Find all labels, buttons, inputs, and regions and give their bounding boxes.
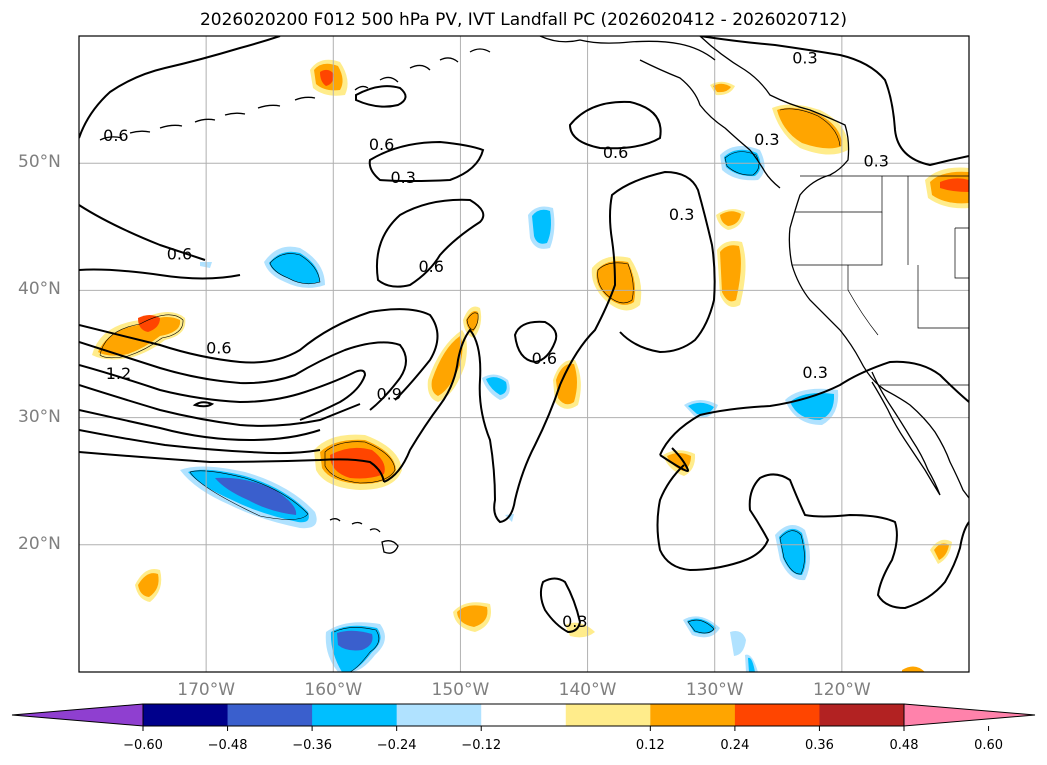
colorbar-tick-label: −0.48: [207, 738, 248, 753]
colorbar-segment: [565, 704, 651, 726]
contour-label: 0.3: [792, 49, 817, 68]
political-borders: [792, 175, 969, 386]
contour-label: 0.3: [669, 205, 694, 224]
positive-anomaly-region: [716, 209, 745, 230]
contour-label: 0.6: [206, 339, 231, 358]
map-panel: 0.6 0.6 0.3 0.6 0.3 0.3 0.3 0.3 0.6 0.6 0.6 1.2 0.6 0…: [78, 35, 970, 673]
contour-labels: 0.6 0.6 0.3 0.6 0.3 0.3 0.3 0.3 0.6 0.6 0.6 1.2 0.6 0…: [103, 49, 889, 631]
negative-anomaly-region: [264, 246, 325, 288]
contour-label: 0.6: [103, 126, 128, 145]
latitude-tick-label: 50°N: [18, 152, 61, 173]
longitude-tick-label: 140°W: [558, 680, 617, 700]
positive-anomaly-region: [135, 569, 162, 602]
positive-anomaly-region: [925, 167, 969, 209]
colorbar-tick-label: 0.36: [804, 738, 834, 753]
colorbar-segments: [11, 703, 1036, 731]
colorbar-tick-label: 0.12: [635, 738, 665, 753]
colorbar-segment: [734, 704, 820, 726]
coastlines: [99, 36, 969, 554]
colorbar-tick-label: −0.12: [461, 738, 502, 753]
contour-label: 0.3: [562, 612, 587, 631]
contour-label: 0.6: [369, 135, 394, 154]
positive-anomaly-region: [930, 539, 952, 564]
colorbar-segment: [143, 704, 229, 726]
positive-anomaly-region: [427, 330, 467, 402]
longitude-tick-label: 130°W: [685, 680, 744, 700]
colorbar-segment: [819, 704, 905, 726]
colorbar-segment: [312, 704, 398, 726]
contour-label: 0.3: [390, 168, 415, 187]
positive-anomaly-region: [453, 602, 491, 632]
colorbar-segment: [396, 704, 482, 726]
plot-frame: [78, 35, 970, 673]
negative-anomaly-region: [325, 622, 385, 672]
colorbar-segment: [481, 704, 567, 726]
colorbar-tick-label: 0.24: [720, 738, 750, 753]
colorbar-extend-max: [903, 703, 1036, 727]
colorbar-segment: [650, 704, 736, 726]
longitude-tick-label: 150°W: [431, 680, 490, 700]
contour-label: 0.6: [603, 143, 628, 162]
contour-label: 1.2: [106, 364, 131, 383]
colorbar-frame: [142, 703, 905, 727]
contour-label: 0.6: [167, 245, 192, 264]
ivt-pc-fills: [92, 59, 969, 672]
negative-anomaly-region: [775, 525, 810, 581]
colorbar-tick-label: 0.60: [974, 738, 1004, 753]
latitude-tick-label: 40°N: [18, 279, 61, 300]
negative-anomaly-region: [785, 388, 839, 425]
positive-anomaly-region: [310, 59, 348, 96]
longitude-tick-label: 120°W: [812, 680, 871, 700]
latitude-tick-label: 20°N: [18, 533, 61, 554]
positive-anomaly-region: [92, 311, 186, 360]
positive-anomaly-region: [717, 241, 746, 308]
contour-label: 0.9: [377, 384, 402, 403]
contour-label: 0.6: [418, 257, 443, 276]
colorbar-tick-label: −0.36: [292, 738, 333, 753]
negative-anomaly-region: [180, 466, 317, 529]
latitude-tick-label: 30°N: [18, 406, 61, 427]
negative-anomaly-region: [528, 206, 555, 249]
map-title: 2026020200 F012 500 hPa PV, IVT Landfall…: [199, 10, 847, 30]
colorbar-tick-label: −0.24: [376, 738, 417, 753]
colorbar-extend-min: [11, 703, 144, 727]
contour-label: 0.3: [754, 130, 779, 149]
positive-anomaly-region: [314, 434, 402, 490]
pv-contours: [79, 36, 969, 634]
colorbar-segment: [227, 704, 313, 726]
positive-anomaly-region: [553, 359, 581, 409]
longitude-tick-label: 170°W: [177, 680, 236, 700]
contour-label: 0.3: [863, 152, 888, 171]
negative-anomaly-region: [482, 374, 510, 400]
longitude-tick-label: 160°W: [304, 680, 363, 700]
contour-label: 0.3: [802, 363, 827, 382]
positive-anomaly-region: [565, 81, 925, 672]
colorbar-tick-label: 0.48: [889, 738, 919, 753]
contour-label: 0.6: [532, 349, 557, 368]
positive-anomaly-region: [772, 104, 849, 155]
colorbar-tick-label: −0.60: [123, 738, 163, 753]
